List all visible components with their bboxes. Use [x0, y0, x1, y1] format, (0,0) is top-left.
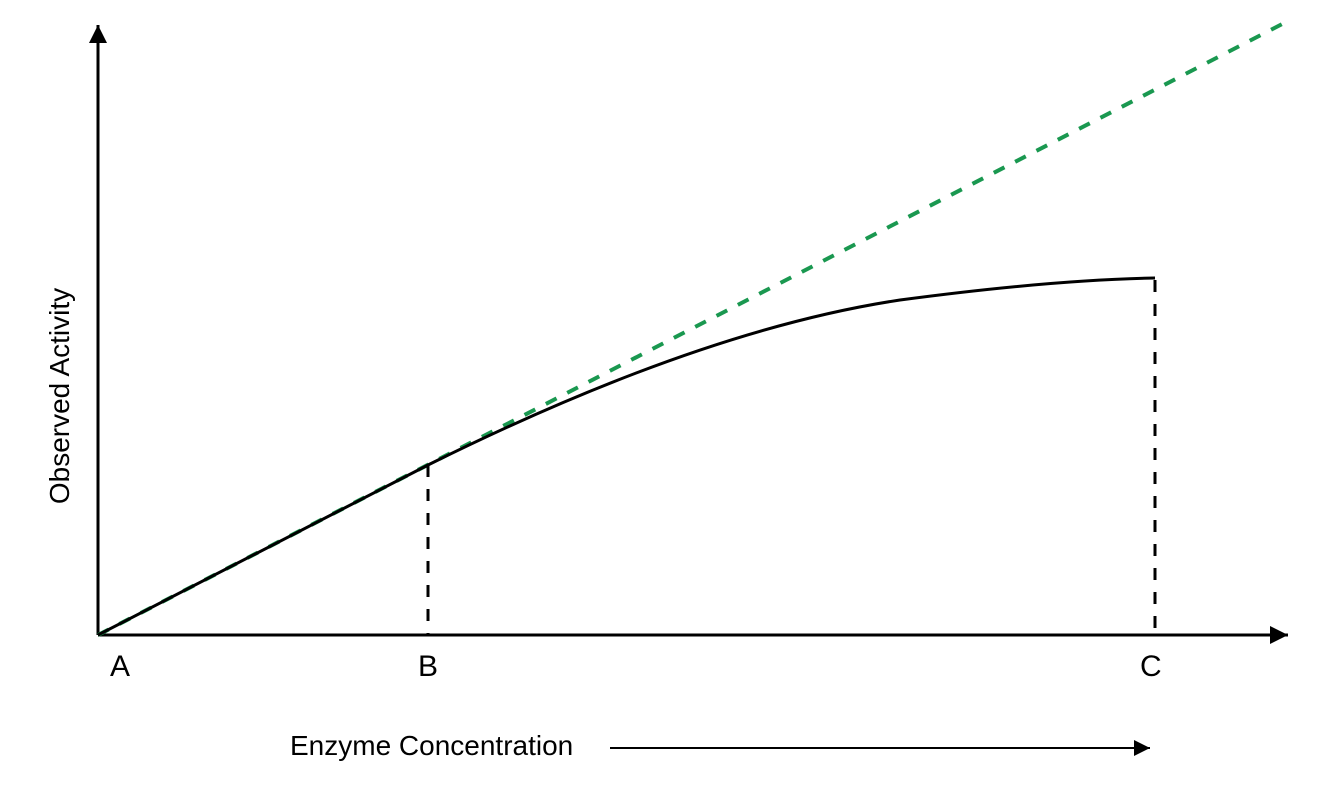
x-tick-c: C [1140, 650, 1162, 684]
chart-svg [0, 0, 1329, 793]
y-axis-label: Observed Activity [44, 286, 76, 506]
x-tick-a: A [110, 650, 130, 684]
enzyme-activity-chart: Observed Activity Enzyme Concentration A… [0, 0, 1329, 793]
x-tick-b: B [418, 650, 438, 684]
x-axis-label: Enzyme Concentration [290, 730, 573, 762]
